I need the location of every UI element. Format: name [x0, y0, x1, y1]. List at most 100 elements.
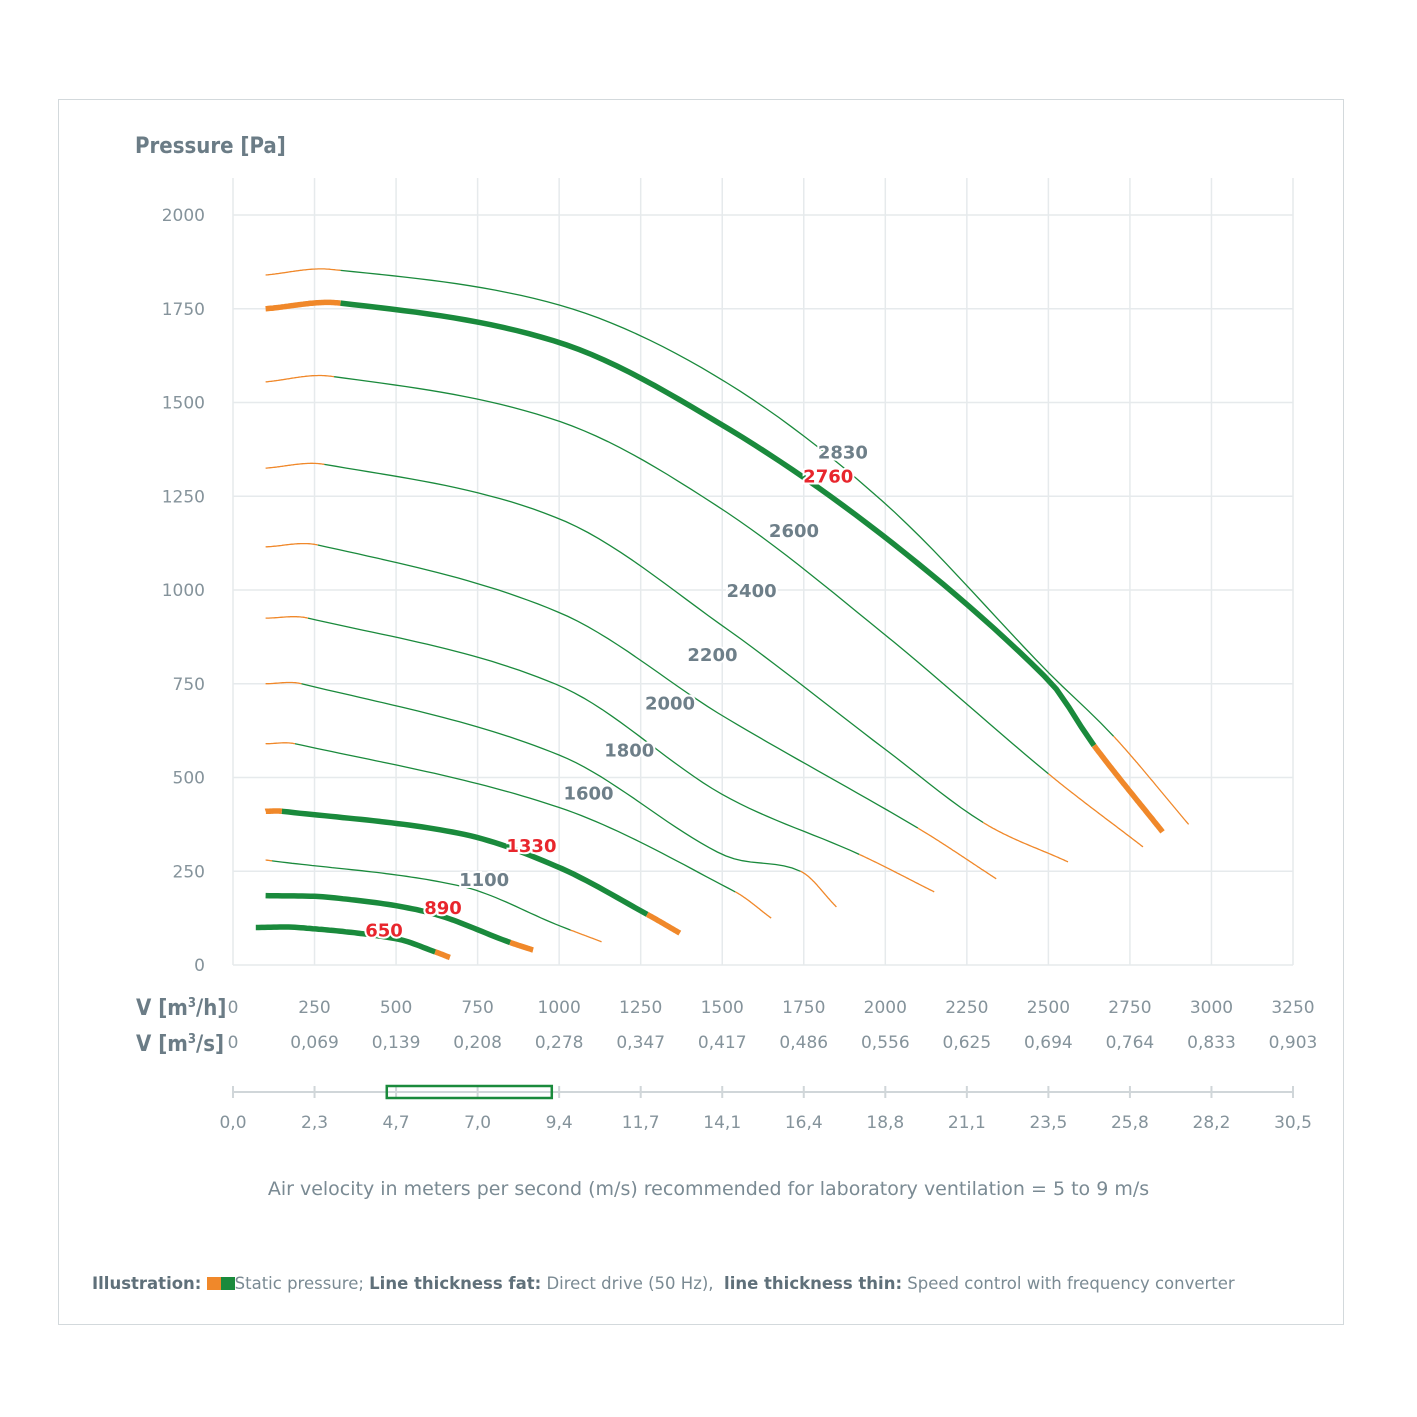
curve-2200-green: [317, 544, 919, 829]
x-tick-label: 23,5: [1029, 1113, 1067, 1133]
x-tick-label: 0,764: [1106, 1033, 1155, 1053]
curve-890-green: [265, 892, 512, 946]
legend: Illustration: Static pressure; Line thic…: [92, 1274, 1235, 1293]
y-tick-label: 1500: [162, 394, 205, 414]
x-tick-label: 3250: [1271, 998, 1314, 1018]
x-tick-label: 750: [461, 998, 493, 1018]
x-tick-label: 4,7: [383, 1113, 410, 1133]
curve-label-2830: 2830: [818, 442, 868, 463]
x-tick-label: 18,8: [866, 1113, 904, 1133]
x-tick-label: 2000: [864, 998, 907, 1018]
legend-fat-desc: Direct drive (50 Hz),: [546, 1274, 714, 1293]
curve-2600-start-orange: [265, 374, 335, 383]
curve-2200-end-orange: [917, 827, 997, 880]
x-axis-label-m3h: V [m3/h]: [136, 996, 226, 1021]
curve-label-2000: 2000: [645, 694, 695, 715]
legend-orange-swatch: [206, 1277, 221, 1290]
curve-2000-green: [307, 617, 860, 855]
x-tick-label: 1500: [701, 998, 744, 1018]
x-tick-label: 16,4: [785, 1113, 823, 1133]
curve-label-890: 890: [424, 898, 462, 919]
x-tick-label: 0,069: [290, 1033, 339, 1053]
curve-2760-green: [340, 300, 1097, 748]
x-tick-label: 0,0: [219, 1113, 246, 1133]
y-tick-label: 2000: [162, 206, 205, 226]
y-tick-label: 0: [194, 956, 205, 976]
y-tick-label: 250: [173, 862, 205, 882]
curve-650: [255, 924, 451, 961]
x-tick-label: 3000: [1190, 998, 1233, 1018]
legend-static-pressure: Static pressure;: [234, 1274, 364, 1293]
curve-1330-end-orange: [645, 911, 682, 936]
curve-1800: [265, 681, 837, 908]
curve-labels: 2830 2760 2600 2400 2200 2000 1800 1600 1330 1100…: [363, 440, 870, 943]
x-tick-label: 0,139: [372, 1033, 421, 1053]
grid: [232, 178, 1294, 966]
x-tick-label: 250: [298, 998, 330, 1018]
curve-650-green: [255, 924, 437, 955]
curve-1600-end-orange: [735, 891, 772, 919]
y-axis-label: Pressure [Pa]: [135, 134, 286, 159]
curve-2000-end-orange: [858, 853, 935, 893]
curve-2000: [265, 616, 935, 893]
curve-label-650: 650: [365, 920, 403, 941]
x-tick-label: 1250: [619, 998, 662, 1018]
curve-label-1330: 1330: [506, 836, 556, 857]
x-tick-label: 0: [228, 1033, 239, 1053]
curve-2200: [265, 542, 997, 880]
x-tick-label: 0,486: [779, 1033, 828, 1053]
curve-2760-start-orange: [265, 299, 341, 312]
y-tick-label: 1250: [162, 487, 205, 507]
curve-label-2400: 2400: [727, 581, 777, 602]
curve-2400-start-orange: [265, 462, 325, 469]
x-tick-label: 7,0: [464, 1113, 491, 1133]
x-tick-label: 0,417: [698, 1033, 747, 1053]
curve-1600: [265, 742, 772, 919]
x-tick-label: 0: [228, 998, 239, 1018]
curve-label-2760: 2760: [803, 467, 853, 488]
curve-2830-start-orange: [265, 268, 341, 276]
x-tick-label: 0,694: [1024, 1033, 1073, 1053]
x-tick-label: 11,7: [622, 1113, 660, 1133]
velocity-caption: Air velocity in meters per second (m/s) …: [267, 1178, 1150, 1200]
x-tick-label: 0,208: [453, 1033, 502, 1053]
curve-2400-end-orange: [982, 821, 1069, 863]
x-tick-label: 0,833: [1187, 1033, 1236, 1053]
curve-1330: [264, 808, 682, 936]
x-tick-label: 1000: [538, 998, 581, 1018]
curve-label-2200: 2200: [687, 645, 737, 666]
curve-1600-start-orange: [265, 742, 296, 745]
x-tick-label: 0,625: [943, 1033, 992, 1053]
curve-1100-end-orange: [570, 929, 602, 943]
curve-890: [265, 892, 534, 953]
x-tick-label: 2,3: [301, 1113, 328, 1133]
curve-1800-start-orange: [265, 681, 302, 685]
recommended-velocity-box: [385, 1084, 554, 1100]
curve-2760: [265, 299, 1165, 834]
curve-2200-start-orange: [265, 542, 318, 548]
x-tick-label: 28,2: [1193, 1113, 1231, 1133]
x-tick-label: 30,5: [1274, 1113, 1312, 1133]
curve-2600-end-orange: [1048, 773, 1144, 848]
x-tick-label: 21,1: [948, 1113, 986, 1133]
curve-1600-green: [294, 743, 736, 893]
curve-2760-end-orange: [1091, 743, 1165, 834]
x-tick-label: 1750: [782, 998, 825, 1018]
x-tick-label: 9,4: [546, 1113, 573, 1133]
curve-1100-green: [272, 860, 571, 931]
curve-2400-green: [324, 463, 984, 824]
x-tick-label: 25,8: [1111, 1113, 1149, 1133]
curve-2400: [265, 462, 1069, 863]
y-tick-label: 1000: [162, 581, 205, 601]
x-tick-label: 2250: [945, 998, 988, 1018]
curve-1800-green: [301, 683, 801, 872]
curve-label-1100: 1100: [459, 870, 509, 891]
curve-label-1800: 1800: [604, 740, 654, 761]
y-tick-label: 500: [173, 769, 205, 789]
curve-label-2600: 2600: [769, 521, 819, 542]
legend-green-swatch: [220, 1277, 235, 1290]
x-tick-label: 2750: [1108, 998, 1151, 1018]
x-tick-label: 500: [380, 998, 412, 1018]
